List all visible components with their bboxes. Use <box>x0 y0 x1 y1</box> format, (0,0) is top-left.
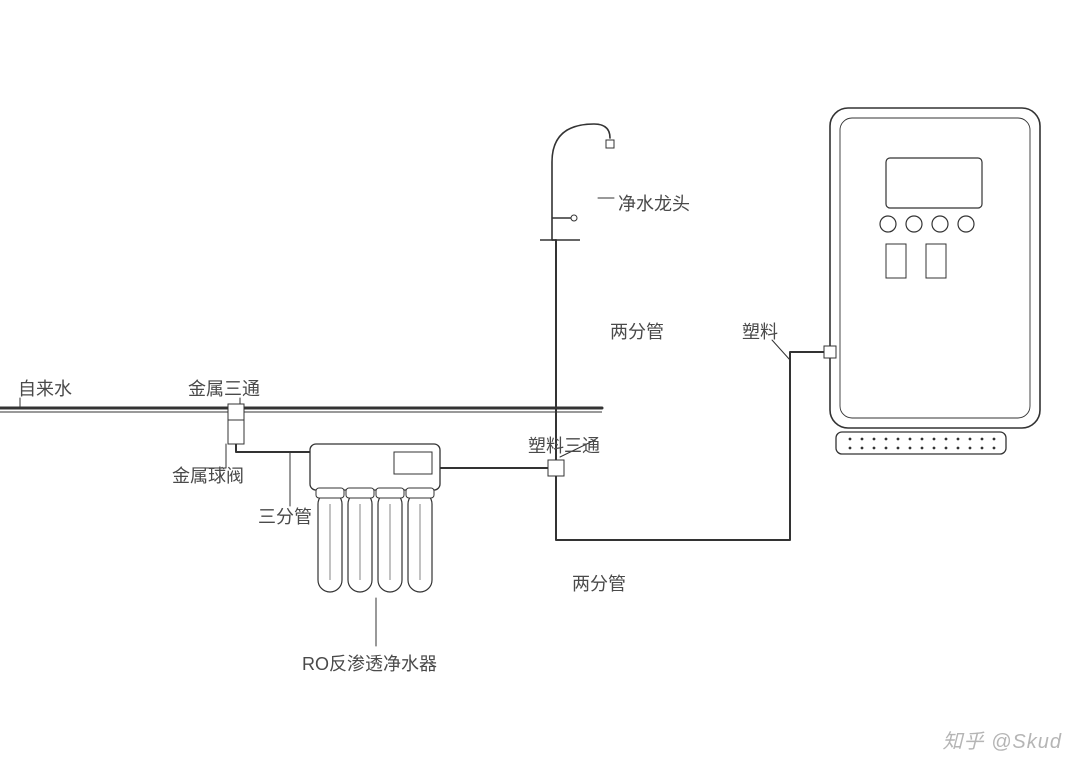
watermark: 知乎 @Skud <box>943 725 1062 754</box>
plumbing-diagram <box>0 0 1080 764</box>
